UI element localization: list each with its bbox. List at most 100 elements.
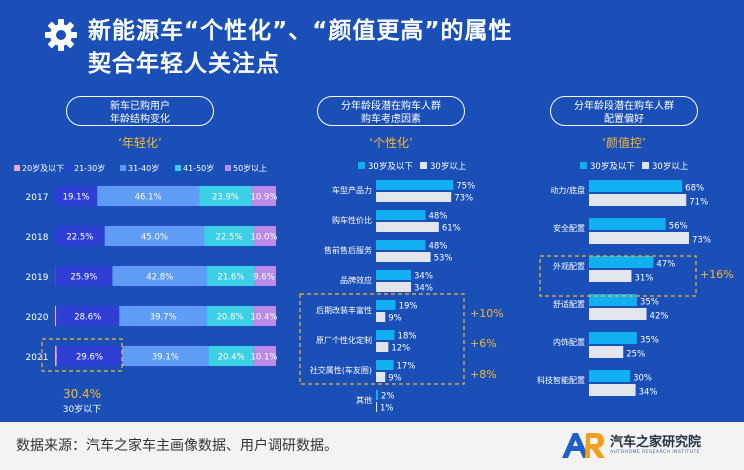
legend-label: 31-40岁	[128, 163, 159, 173]
older-bar	[589, 194, 687, 206]
category-label: 科技智能配置	[537, 375, 585, 385]
age-bar-label: 19.1%	[63, 193, 90, 203]
age-bar-segment	[207, 306, 254, 326]
older-bar	[376, 342, 389, 352]
legend-label: 50岁以上	[233, 163, 267, 173]
legend-label: 41-50岁	[183, 163, 214, 173]
age-bar-label: 21.6%	[217, 273, 244, 283]
highlight-box	[539, 255, 697, 297]
category-label: 舒适配置	[553, 299, 585, 309]
older-bar	[376, 372, 386, 382]
bar-value-label: 12%	[391, 344, 410, 354]
left-pill-line-2: 年龄结构变化	[110, 114, 170, 125]
data-source-text: 数据来源：汽车之家车主画像数据、用户调研数据。	[16, 438, 338, 454]
bar-value-label: 34%	[639, 388, 658, 398]
older-bar	[376, 192, 452, 202]
legend-label: 30岁以上	[652, 161, 689, 172]
young-bar	[589, 256, 654, 268]
young-bar	[376, 180, 454, 190]
increase-label: +16%	[700, 268, 734, 281]
year-label: 2021	[26, 353, 49, 363]
legend-swatch	[642, 162, 649, 169]
annotation-value: 30.4%	[63, 387, 101, 401]
category-label: 其他	[356, 395, 372, 405]
age-bar-segment	[253, 306, 276, 326]
middle-accent-label: ‘个性化’	[369, 136, 413, 150]
age-bar-label: 10.4%	[250, 313, 277, 323]
brand-name: 汽车之家研究院	[610, 435, 702, 450]
age-bar-segment	[204, 226, 254, 246]
older-bar	[376, 252, 431, 262]
older-bar	[589, 346, 624, 358]
age-bar-segment	[55, 226, 105, 246]
bar-value-label: 73%	[692, 236, 711, 246]
young-bar	[589, 332, 637, 344]
middle-pill-line-1: 分年龄段潜在购车人群	[341, 101, 441, 112]
legend-label: 21-30岁	[74, 163, 105, 173]
right-pill-line-1: 分年龄段潜在购车人群	[574, 101, 674, 112]
bar-value-label: 42%	[650, 312, 669, 322]
bar-value-label: 34%	[414, 284, 433, 294]
category-label: 安全配置	[553, 223, 585, 233]
category-label: 社交属性(车友圈)	[310, 365, 372, 375]
bar-value-label: 56%	[669, 222, 688, 232]
age-bar-label: 10.1%	[250, 353, 277, 363]
older-bar	[589, 308, 647, 320]
age-bar-segment	[254, 266, 276, 286]
legend-swatch	[120, 165, 126, 171]
young-bar	[589, 294, 637, 306]
older-bar	[589, 384, 636, 396]
year-label: 2018	[26, 233, 49, 243]
title-line-1: 新能源车“个性化”、“颜值更高”的属性	[88, 18, 513, 44]
right-accent-label: ‘颜值控’	[602, 136, 646, 150]
age-bar-label: 25.9%	[70, 273, 97, 283]
year-label: 2020	[26, 313, 49, 323]
bar-value-label: 9%	[388, 374, 402, 384]
young-bar	[376, 360, 394, 370]
autohome-logo-icon	[562, 433, 605, 458]
bar-value-label: 75%	[456, 182, 475, 192]
bar-value-label: 2%	[381, 392, 395, 402]
age-structure-chart: 20岁及以下21-30岁31-40岁41-50岁50岁以上20170.0%19.…	[14, 163, 278, 415]
left-panel-title: 新车已购用户 年龄结构变化	[66, 96, 214, 126]
young-bar	[376, 330, 395, 340]
left-pill-line-1: 新车已购用户	[110, 101, 170, 112]
middle-panel-title: 分年龄段潜在购车人群 购车考虑因素	[317, 96, 465, 126]
age-bar-segment	[207, 266, 255, 286]
increase-label: +6%	[470, 337, 497, 350]
age-bar-segment	[55, 266, 113, 286]
increase-label: +8%	[470, 368, 497, 381]
category-label: 原厂个性化定制	[316, 335, 372, 345]
young-bar	[589, 370, 631, 382]
middle-pill-line-2: 购车考虑因素	[361, 114, 421, 125]
age-bar-segment	[97, 186, 200, 206]
age-bar-segment	[122, 346, 209, 366]
bar-value-label: 34%	[414, 272, 433, 282]
annotation-label: 30岁以下	[63, 403, 101, 415]
age-bar-label: 20.8%	[217, 313, 244, 323]
age-bar-label: 22.5%	[216, 233, 243, 243]
age-bar-label: 42.8%	[146, 273, 173, 283]
category-label: 售前售后服务	[324, 245, 372, 255]
older-bar	[376, 282, 412, 292]
age-bar-segment	[253, 346, 276, 366]
age-bar-label: 39.1%	[152, 353, 179, 363]
legend-swatch	[580, 162, 587, 169]
bar-value-label: 53%	[434, 254, 453, 264]
bar-value-label: 9%	[388, 314, 402, 324]
older-bar	[376, 402, 378, 412]
legend-swatch	[14, 165, 20, 171]
age-bar-label: 9.6%	[253, 273, 275, 283]
age-bar-segment	[199, 186, 252, 206]
young-bar	[376, 270, 412, 280]
older-bar	[589, 232, 690, 244]
category-label: 内饰配置	[553, 337, 585, 347]
category-label: 后期改装丰富性	[316, 305, 372, 315]
bar-value-label: 35%	[640, 336, 659, 346]
age-bar-segment	[104, 226, 205, 246]
legend-swatch	[175, 165, 181, 171]
legend-label: 30岁及以下	[590, 161, 635, 172]
bar-value-label: 1%	[380, 404, 394, 414]
age-bar-segment	[55, 186, 98, 206]
